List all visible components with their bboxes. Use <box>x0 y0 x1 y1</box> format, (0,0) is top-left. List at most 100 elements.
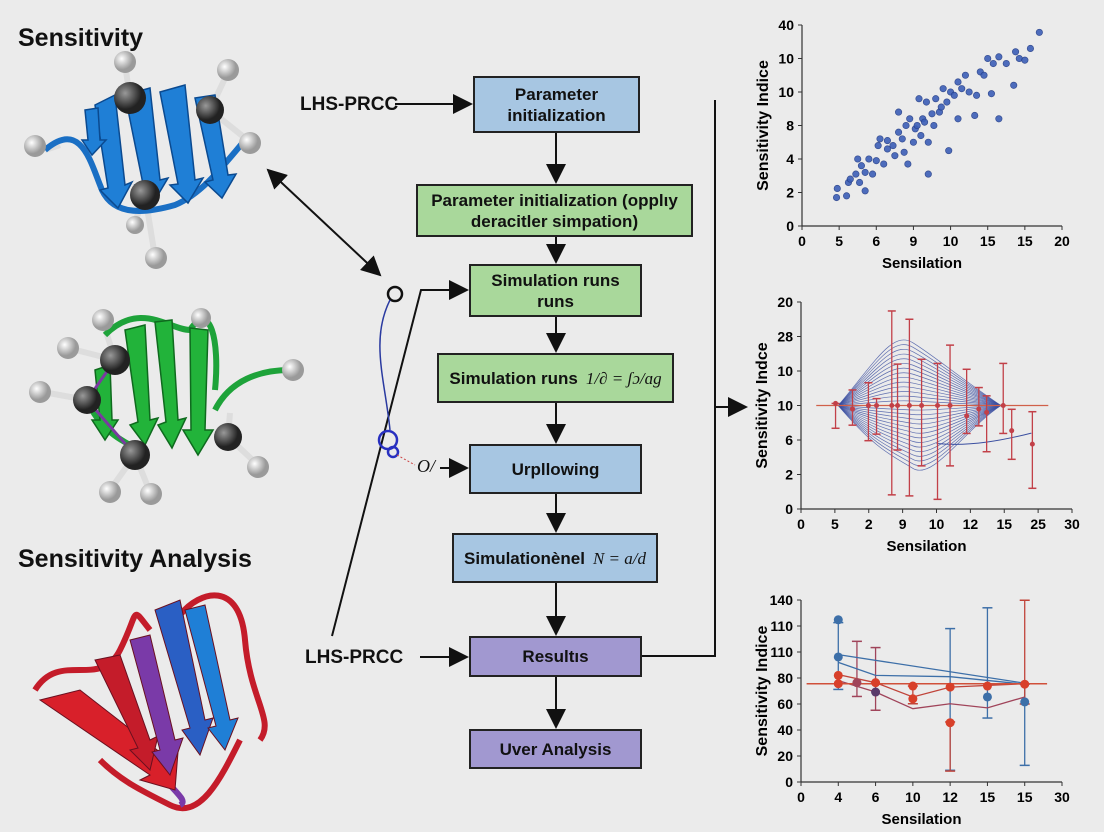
title-sensitivity: Sensitivity <box>18 24 144 52</box>
data-point <box>1000 403 1006 408</box>
mesh-curve <box>838 353 1002 406</box>
data-point <box>871 687 881 697</box>
mesh-curve <box>838 381 1001 406</box>
y-tick-label: 0 <box>785 774 793 790</box>
flow-box-parameter-initialization-2[interactable]: Parameter initialization (opplιy deracit… <box>416 184 693 237</box>
series-line <box>838 661 1025 685</box>
scatter-point <box>995 115 1003 123</box>
chart-3: 0 4 6 10 12 15 15 30 0 20 40 60 80 110 110 140 Sensilati… <box>754 592 1070 828</box>
data-point <box>935 403 941 408</box>
flow-box-urpllowing[interactable]: Urpllowing <box>469 444 642 494</box>
y-axis-label: Sensitivity Indice <box>755 60 772 191</box>
data-point <box>895 403 901 408</box>
y-tick-label: 20 <box>777 748 793 764</box>
y-tick-label: 60 <box>777 696 793 712</box>
flow-box-parameter-initialization[interactable]: Parameter initialization <box>473 76 640 133</box>
box-text: Parameter initialization (opplιy deracit… <box>431 190 678 231</box>
x-tick-label: 6 <box>872 233 880 249</box>
scatter-point <box>869 170 877 178</box>
scatter-point <box>954 78 962 86</box>
scatter-point <box>876 135 884 143</box>
scatter-point <box>846 175 854 183</box>
data-point <box>889 403 895 408</box>
scatter-point <box>900 148 908 156</box>
scatter-point <box>943 98 951 106</box>
data-point <box>984 409 990 415</box>
x-tick-label: 4 <box>834 789 842 805</box>
scatter-point <box>895 108 903 116</box>
data-point <box>947 403 953 408</box>
flow-box-simulation-runs-formula[interactable]: Simulation runs 1/∂ = ʃɔ/ɑg <box>437 353 674 403</box>
scatter-point <box>906 115 914 123</box>
y-tick-label: 110 <box>770 618 793 634</box>
x-tick-label: 5 <box>831 516 839 532</box>
scatter-point <box>865 155 873 163</box>
x-tick-label: 0 <box>798 233 806 249</box>
mesh-curve <box>837 339 1002 406</box>
y-tick-label: 10 <box>777 363 793 379</box>
x-tick-label: 9 <box>899 516 907 532</box>
scatter-point <box>913 121 921 130</box>
scatter-point <box>945 147 953 155</box>
y-tick-label: 10 <box>778 84 794 100</box>
scatter-point <box>889 142 897 150</box>
scatter-point <box>854 155 862 163</box>
x-tick-label: 25 <box>1030 516 1046 532</box>
x-tick-label: 5 <box>835 233 843 249</box>
scatter-point <box>921 118 929 126</box>
series-line <box>838 679 1025 710</box>
flow-box-user-analysis[interactable]: Uver Analysis <box>469 729 642 769</box>
y-tick-label: 10 <box>777 398 793 414</box>
y-tick-label: 0 <box>785 501 793 517</box>
y-tick-label: 2 <box>786 185 794 201</box>
box-text: Uver Analysis <box>499 739 612 759</box>
scatter-point <box>950 91 958 99</box>
y-tick-label: 110 <box>770 644 793 660</box>
scatter-point <box>909 138 917 146</box>
data-point <box>976 406 982 412</box>
flow-box-simulationenel[interactable]: Simulationènel N = a/d <box>452 533 658 583</box>
flow-box-results[interactable]: Resultıs <box>469 636 642 677</box>
box-text: Simulation runs <box>449 368 578 388</box>
data-point <box>833 679 843 689</box>
mesh-curve <box>838 405 1002 466</box>
scatter-point <box>880 160 888 168</box>
scatter-point <box>861 168 869 176</box>
scatter-point <box>924 138 932 146</box>
x-tick-label: 10 <box>905 789 921 805</box>
data-point <box>964 413 970 419</box>
scatter-point <box>989 59 997 68</box>
mesh-curve <box>837 405 1002 471</box>
scatter-point <box>872 157 880 165</box>
y-axis-label: Sensitivity Indce <box>754 342 771 468</box>
scatter-point <box>965 88 973 96</box>
scatter-point <box>937 103 945 111</box>
scatter-point <box>917 132 925 140</box>
x-tick-label: 2 <box>865 516 873 532</box>
molecule-red-blue <box>32 592 268 812</box>
data-point <box>1020 697 1030 707</box>
data-point <box>908 681 918 691</box>
scatter-point <box>843 192 851 200</box>
y-tick-label: 40 <box>778 17 794 33</box>
x-tick-label: 15 <box>996 516 1012 532</box>
scatter-point <box>874 142 882 150</box>
data-point <box>833 400 839 406</box>
flow-connectors <box>266 94 748 729</box>
x-tick-label: 10 <box>943 233 959 249</box>
data-point <box>1009 428 1015 434</box>
scatter-point <box>857 162 865 170</box>
data-point <box>982 692 992 702</box>
y-tick-label: 0 <box>786 218 794 234</box>
data-point <box>874 403 880 408</box>
scatter-point <box>1026 44 1034 53</box>
mesh-curve <box>838 372 1001 406</box>
data-point <box>919 403 925 408</box>
formula: N = a/d <box>592 548 646 568</box>
scatter-point <box>987 90 995 98</box>
flow-box-simulation-runs[interactable]: Simulation runs runs <box>469 264 642 317</box>
scatter-point <box>1021 56 1029 64</box>
scatter-point <box>939 85 947 93</box>
mesh-curve <box>838 344 1002 406</box>
scatter-point <box>922 98 930 106</box>
